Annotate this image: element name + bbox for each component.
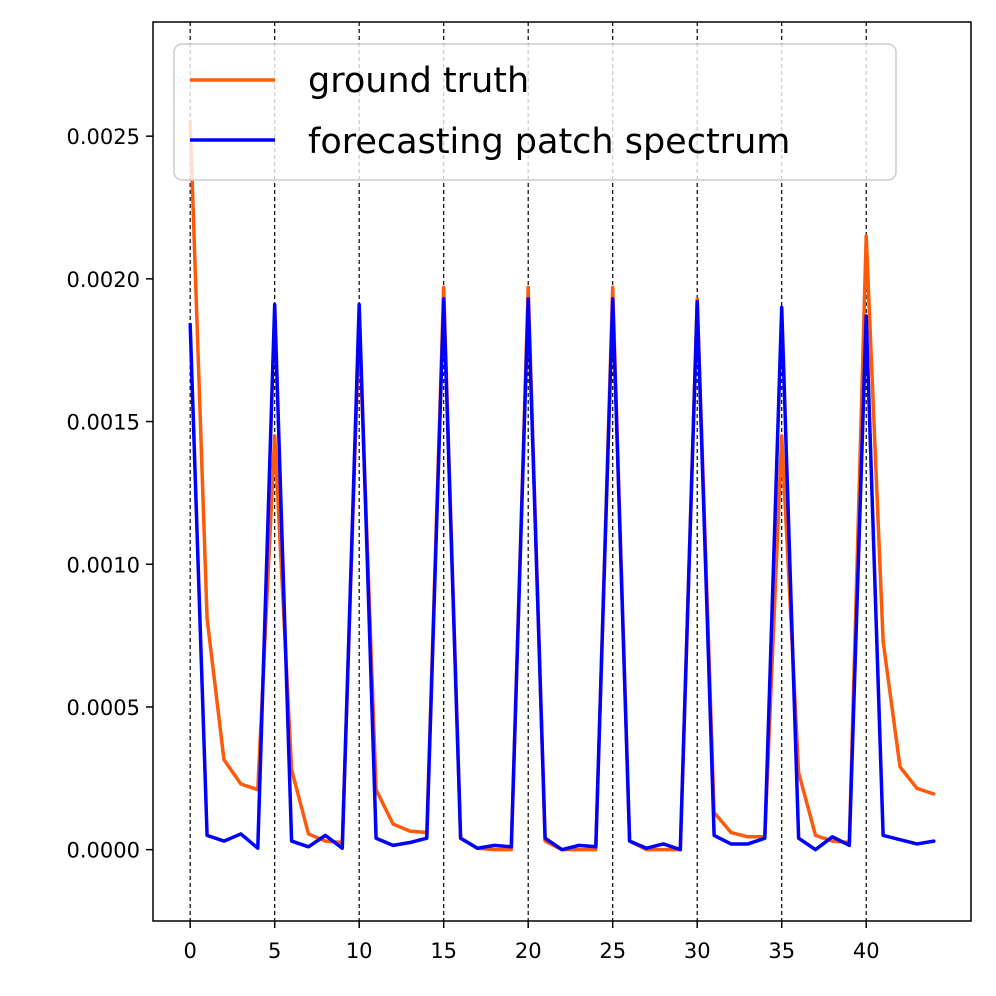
series-lines	[188, 120, 936, 852]
x-tick-label: 0	[183, 939, 196, 963]
x-tick-label: 25	[599, 939, 626, 963]
x-tick-label: 20	[515, 939, 542, 963]
x-tick-label: 35	[768, 939, 795, 963]
x-tick-label: 10	[346, 939, 373, 963]
x-tick-label: 15	[430, 939, 457, 963]
y-tick-label: 0.0015	[67, 411, 140, 435]
x-axis: 0 5 10 15 20 25 30 35 40	[183, 921, 880, 963]
series-line-forecasting-patch-spectrum	[188, 297, 936, 852]
legend: ground truth forecasting patch spectrum	[173, 43, 897, 181]
y-tick-label: 0.0010	[67, 553, 140, 577]
y-tick-label: 0.0000	[67, 839, 140, 863]
x-tick-label: 40	[853, 939, 880, 963]
y-tick-label: 0.0025	[67, 125, 140, 149]
x-tick-label: 30	[684, 939, 711, 963]
legend-label-forecasting-patch-spectrum: forecasting patch spectrum	[308, 122, 790, 162]
series-line-ground-truth	[188, 120, 936, 852]
x-tick-label: 5	[268, 939, 281, 963]
legend-label-ground-truth: ground truth	[308, 61, 529, 101]
y-tick-label: 0.0020	[67, 268, 140, 292]
y-tick-label: 0.0005	[67, 696, 140, 720]
legend-box	[173, 43, 897, 181]
y-axis: 0.0000 0.0005 0.0010 0.0015 0.0020 0.0025	[67, 125, 153, 863]
axes-frame	[152, 21, 972, 922]
